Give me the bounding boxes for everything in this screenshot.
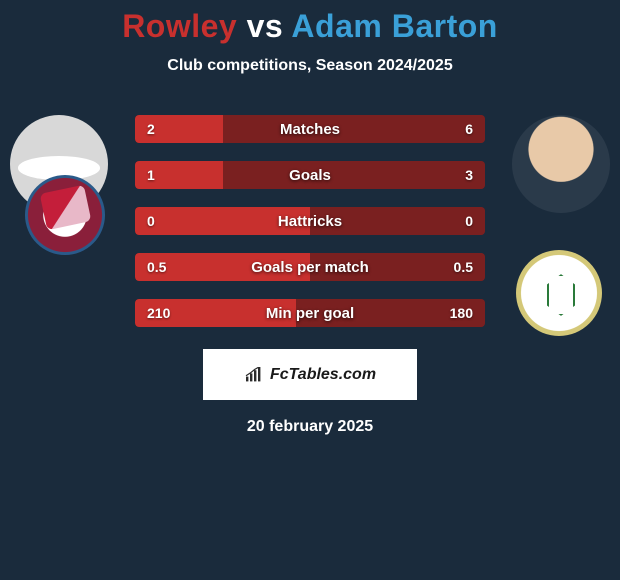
vs-separator: vs bbox=[247, 8, 284, 44]
attribution-badge: FcTables.com bbox=[203, 349, 417, 400]
player1-name: Rowley bbox=[122, 8, 237, 44]
stat-left-value: 210 bbox=[147, 305, 170, 321]
stat-row: 210 180 Min per goal bbox=[135, 299, 485, 327]
stat-left-value: 0.5 bbox=[147, 259, 166, 275]
stat-fill-right bbox=[223, 115, 486, 143]
stat-label: Matches bbox=[280, 121, 340, 138]
stat-right-value: 3 bbox=[465, 167, 473, 183]
stat-left-value: 0 bbox=[147, 213, 155, 229]
player2-name: Adam Barton bbox=[291, 8, 497, 44]
page-title: Rowley vs Adam Barton bbox=[0, 8, 620, 45]
stat-row: 0.5 0.5 Goals per match bbox=[135, 253, 485, 281]
stat-right-value: 6 bbox=[465, 121, 473, 137]
stat-right-value: 180 bbox=[450, 305, 473, 321]
stat-bars: 2 6 Matches 1 3 Goals 0 0 Hattricks 0.5 0.5 Goals p… bbox=[135, 115, 485, 327]
chart-icon bbox=[244, 367, 264, 383]
stat-left-value: 2 bbox=[147, 121, 155, 137]
stat-right-value: 0 bbox=[465, 213, 473, 229]
stat-label: Min per goal bbox=[266, 305, 354, 322]
stat-label: Goals bbox=[289, 167, 331, 184]
attribution-text: FcTables.com bbox=[270, 366, 376, 384]
stats-area: 2 6 Matches 1 3 Goals 0 0 Hattricks 0.5 0.5 Goals p… bbox=[0, 115, 620, 327]
stat-right-value: 0.5 bbox=[454, 259, 473, 275]
stat-fill-right bbox=[223, 161, 486, 189]
player2-photo bbox=[512, 115, 610, 213]
player1-club-badge bbox=[25, 175, 105, 255]
player2-club-badge bbox=[516, 250, 602, 336]
stat-row: 2 6 Matches bbox=[135, 115, 485, 143]
comparison-infographic: Rowley vs Adam Barton Club competitions,… bbox=[0, 0, 620, 436]
stat-row: 0 0 Hattricks bbox=[135, 207, 485, 235]
stat-left-value: 1 bbox=[147, 167, 155, 183]
stat-label: Goals per match bbox=[251, 259, 369, 276]
subtitle: Club competitions, Season 2024/2025 bbox=[0, 57, 620, 75]
stat-row: 1 3 Goals bbox=[135, 161, 485, 189]
stat-label: Hattricks bbox=[278, 213, 342, 230]
date: 20 february 2025 bbox=[0, 418, 620, 436]
